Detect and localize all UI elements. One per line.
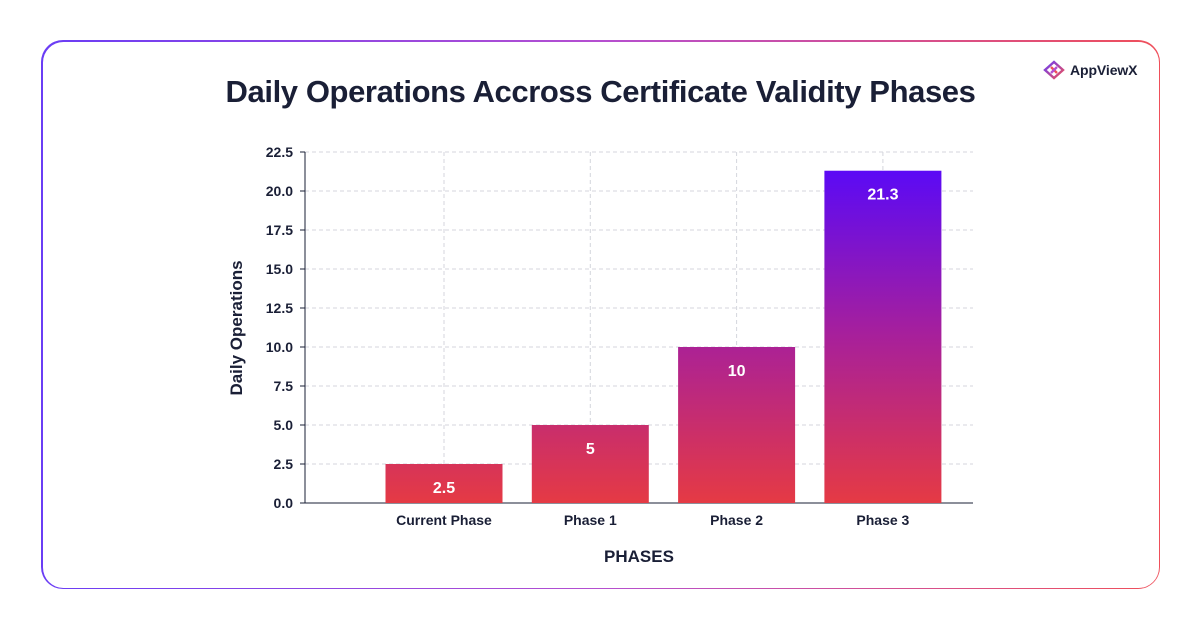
y-tick-label: 22.5 xyxy=(266,144,293,160)
y-tick-label: 10.0 xyxy=(266,339,293,355)
x-category-label: Phase 2 xyxy=(710,512,763,528)
y-tick-label: 20.0 xyxy=(266,183,293,199)
bar-value-label: 21.3 xyxy=(867,187,898,204)
y-tick-label: 17.5 xyxy=(266,222,293,238)
x-axis-title: PHASES xyxy=(604,547,674,566)
y-tick-label: 5.0 xyxy=(274,417,294,433)
bars xyxy=(385,170,942,503)
bar-phase-1 xyxy=(531,425,649,503)
y-tick-label: 15.0 xyxy=(266,261,293,277)
x-category-label: Current Phase xyxy=(396,512,492,528)
chart-title: Daily Operations Accross Certificate Val… xyxy=(225,74,976,109)
bar-value-label: 10 xyxy=(728,363,746,380)
bar-phase-3 xyxy=(824,170,942,503)
card-frame xyxy=(41,40,1160,589)
y-tick-label: 7.5 xyxy=(274,378,294,394)
bar-current-phase xyxy=(385,464,503,503)
labels: 0.0 2.5 5.0 7.5 10.0 12.5 15.0 17.5 20.0 22.5 2.5 C… xyxy=(227,144,910,566)
y-tick-label: 12.5 xyxy=(266,300,293,316)
y-tick-label: 2.5 xyxy=(274,456,294,472)
x-category-label: Phase 1 xyxy=(564,512,617,528)
x-category-label: Phase 3 xyxy=(856,512,909,528)
y-tick-label: 0.0 xyxy=(274,495,294,511)
logo-text: AppViewX xyxy=(1070,62,1138,78)
bar-phase-2 xyxy=(678,347,796,503)
y-axis-title: Daily Operations xyxy=(227,260,246,395)
bar-value-label: 2.5 xyxy=(433,480,455,497)
brand-logo: AppViewX xyxy=(1042,60,1138,80)
appviewx-diamond-icon xyxy=(1043,60,1065,80)
bar-value-label: 5 xyxy=(586,441,595,458)
